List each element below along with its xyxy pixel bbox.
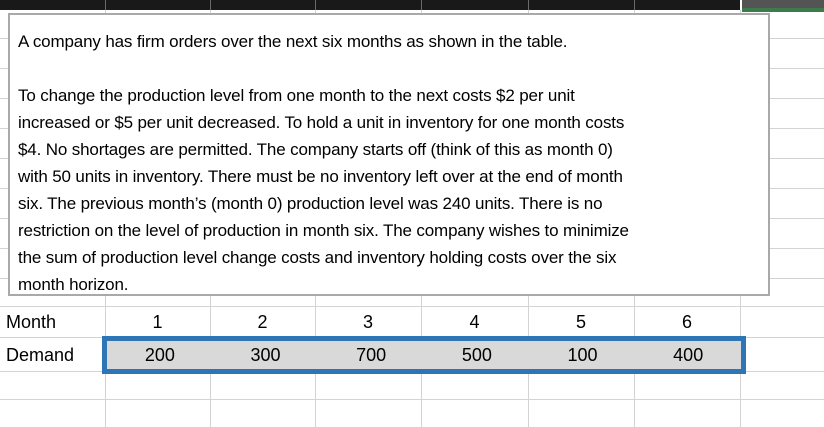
column-separator [634,0,635,10]
problem-text-box[interactable]: A company has firm orders over the next … [8,13,770,296]
column-headers [0,0,824,12]
cell-month-4[interactable]: 4 [469,312,480,332]
cell-month-1[interactable]: 1 [152,312,163,332]
cell-demand-2[interactable]: 300 [250,345,281,365]
column-separator [210,0,211,10]
cell-month-6[interactable]: 6 [681,312,692,332]
cell-demand-3[interactable]: 700 [356,345,387,365]
column-separator [421,0,422,10]
cell-demand-1[interactable]: 200 [144,345,175,365]
cell-demand-6[interactable]: 400 [673,345,704,365]
cell-month-5[interactable]: 5 [575,312,586,332]
cell-demand-label[interactable]: Demand [6,345,75,365]
gridline [0,399,824,400]
demand-range-selection[interactable]: 200 300 700 500 100 400 [102,336,746,374]
cell-month-3[interactable]: 3 [362,312,373,332]
cell-month-label[interactable]: Month [6,312,57,332]
selected-column-header[interactable] [742,0,824,12]
cell-demand-5[interactable]: 100 [567,345,598,365]
column-separator [528,0,529,10]
gridline [0,306,824,307]
column-separator [315,0,316,10]
column-header-bar[interactable] [0,0,740,10]
cell-month-2[interactable]: 2 [257,312,268,332]
cell-demand-4[interactable]: 500 [461,345,492,365]
problem-text: A company has firm orders over the next … [18,32,629,294]
column-separator [105,0,106,10]
